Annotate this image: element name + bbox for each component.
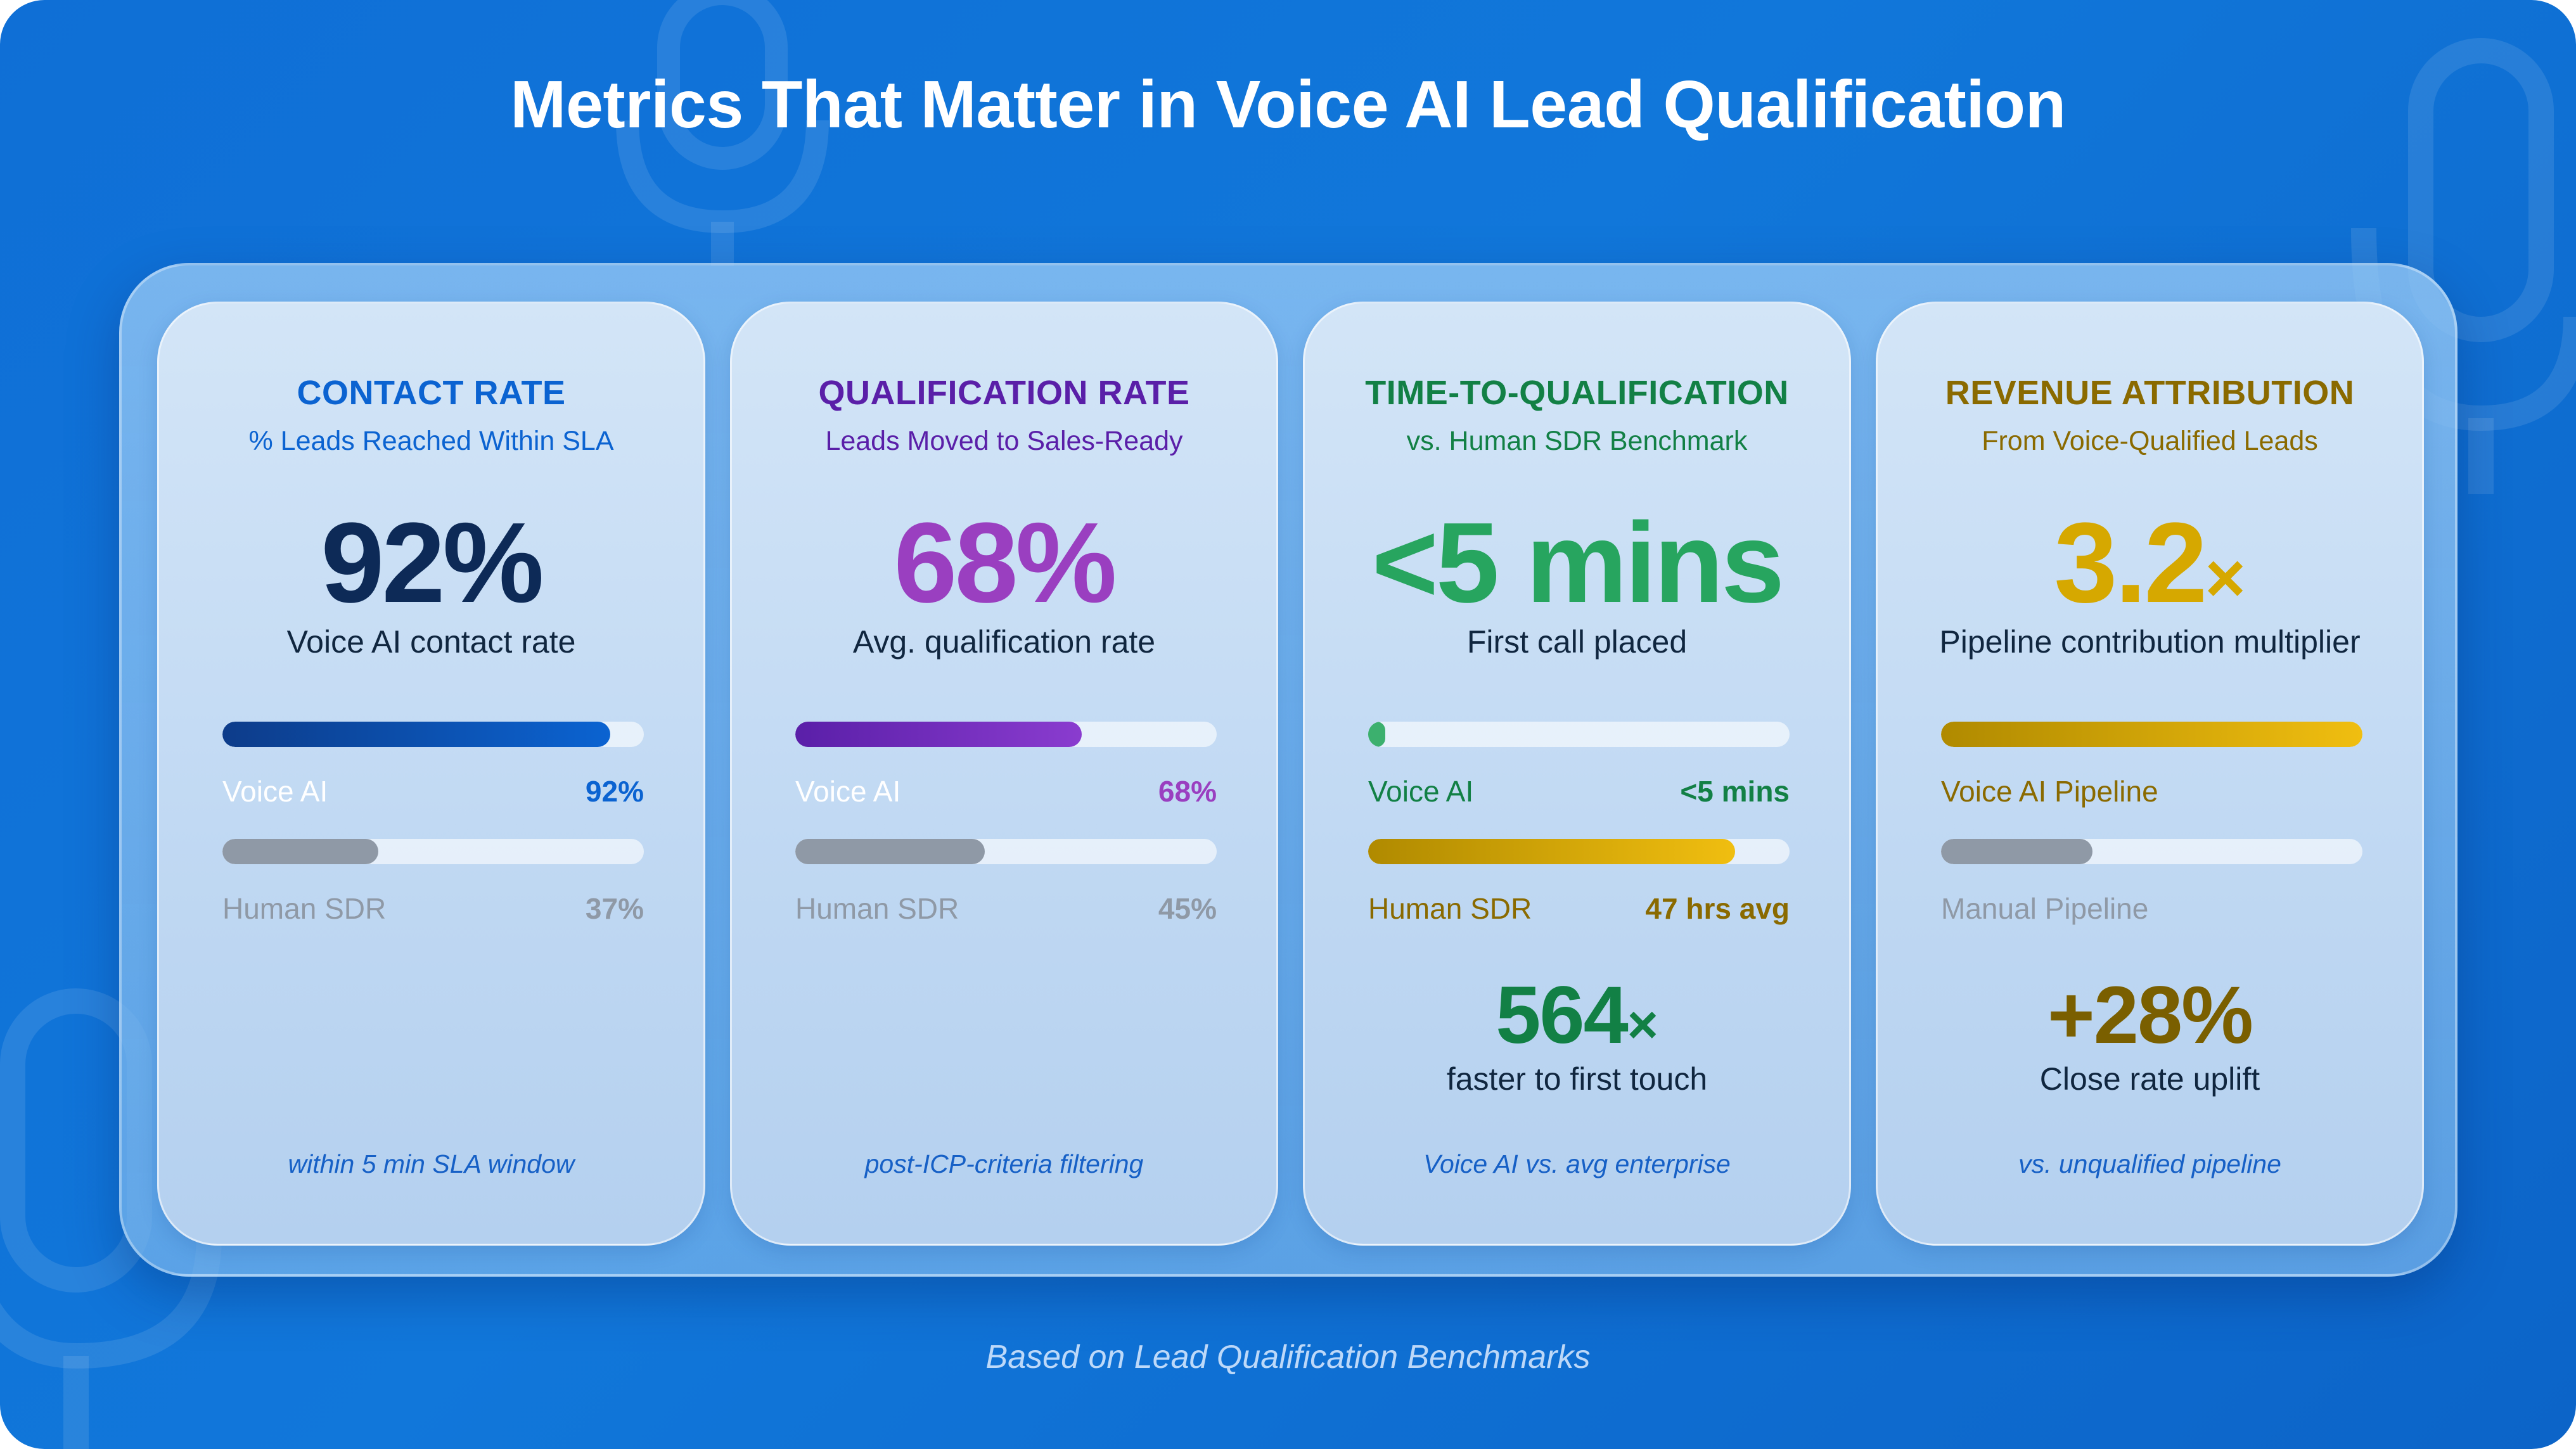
manual-pipeline-row: Manual Pipeline (1941, 890, 2362, 928)
human-sdr-row: Human SDR 37% (222, 890, 644, 928)
page-title: Metrics That Matter in Voice AI Lead Qua… (510, 67, 2066, 142)
speedup-value: 564× (1305, 975, 1849, 1056)
card-subtitle: vs. Human SDR Benchmark (1406, 426, 1748, 456)
multiplier-symbol: × (2205, 539, 2246, 617)
progress-fill (1368, 839, 1735, 864)
bar-value: 92% (585, 775, 644, 808)
bar-label: Voice AI (222, 775, 328, 808)
human-sdr-row: Human SDR 47 hrs avg (1368, 890, 1790, 928)
card-time-to-qualification: TIME-TO-QUALIFICATION vs. Human SDR Benc… (1303, 302, 1851, 1246)
bar-value: 47 hrs avg (1645, 892, 1790, 925)
bar-label: Manual Pipeline (1941, 892, 2149, 925)
card-title: QUALIFICATION RATE (818, 374, 1190, 412)
uplift-caption: Close rate uplift (2039, 1061, 2260, 1097)
voice-ai-progress-bar (222, 722, 644, 747)
voice-ai-progress-bar (1368, 722, 1790, 747)
card-footnote: post-ICP-criteria filtering (864, 1149, 1144, 1178)
uplift-value: +28% (2047, 970, 2253, 1061)
bar-value: 68% (1158, 775, 1217, 808)
voice-ai-progress-bar (795, 722, 1217, 747)
multiplier-symbol: × (1627, 995, 1658, 1054)
headline-caption: First call placed (1466, 624, 1688, 660)
source-note: Based on Lead Qualification Benchmarks (985, 1339, 1591, 1376)
card-title: TIME-TO-QUALIFICATION (1365, 374, 1789, 412)
headline-caption: Avg. qualification rate (852, 624, 1156, 660)
card-footnote: Voice AI vs. avg enterprise (1423, 1149, 1731, 1178)
bar-label: Voice AI Pipeline (1941, 775, 2158, 808)
manual-pipeline-bar (1941, 839, 2362, 864)
human-sdr-progress-bar (1368, 839, 1790, 864)
card-revenue-attribution: REVENUE ATTRIBUTION From Voice-Qualified… (1876, 302, 2424, 1246)
bar-label: Voice AI (795, 775, 901, 808)
card-title: REVENUE ATTRIBUTION (1945, 374, 2355, 412)
headline-value: 68% (894, 499, 1117, 627)
progress-fill (795, 722, 1082, 747)
bar-label: Human SDR (1368, 892, 1532, 925)
progress-fill (222, 839, 379, 864)
headline-number: 3.2 (2054, 499, 2207, 627)
headline-value: 3.2× (1878, 506, 2422, 620)
voice-ai-pipeline-bar (1941, 722, 2362, 747)
microphone-decoration-icon (616, 0, 829, 266)
headline-caption: Pipeline contribution multiplier (1939, 624, 2361, 660)
headline-caption: Voice AI contact rate (286, 624, 576, 660)
progress-fill (1941, 722, 2362, 747)
card-contact-rate: CONTACT RATE % Leads Reached Within SLA … (157, 302, 705, 1246)
human-sdr-progress-bar (222, 839, 644, 864)
bar-value: 45% (1158, 892, 1217, 925)
card-title: CONTACT RATE (297, 374, 566, 412)
bar-label: Human SDR (222, 892, 387, 925)
voice-ai-row: Voice AI 92% (222, 772, 644, 810)
headline-value: 92% (321, 499, 544, 627)
headline-value: <5 mins (1371, 499, 1785, 627)
voice-ai-row: Voice AI <5 mins (1368, 772, 1790, 810)
card-footnote: vs. unqualified pipeline (2018, 1149, 2281, 1178)
bar-value: <5 mins (1680, 775, 1790, 808)
human-sdr-progress-bar (795, 839, 1217, 864)
bar-label: Voice AI (1368, 775, 1474, 808)
progress-fill (1941, 839, 2093, 864)
card-qualification-rate: QUALIFICATION RATE Leads Moved to Sales-… (730, 302, 1278, 1246)
human-sdr-row: Human SDR 45% (795, 890, 1217, 928)
progress-fill (1368, 722, 1385, 747)
progress-fill (222, 722, 610, 747)
bar-value: 37% (585, 892, 644, 925)
bar-label: Human SDR (795, 892, 959, 925)
card-footnote: within 5 min SLA window (288, 1149, 575, 1178)
speedup-number: 564 (1496, 970, 1629, 1061)
progress-fill (795, 839, 985, 864)
card-subtitle: Leads Moved to Sales-Ready (825, 426, 1183, 456)
card-subtitle: % Leads Reached Within SLA (248, 426, 614, 456)
speedup-caption: faster to first touch (1446, 1061, 1708, 1097)
voice-ai-row: Voice AI 68% (795, 772, 1217, 810)
voice-ai-pipeline-row: Voice AI Pipeline (1941, 772, 2362, 810)
card-subtitle: From Voice-Qualified Leads (1982, 426, 2318, 456)
metrics-panel: CONTACT RATE % Leads Reached Within SLA … (119, 263, 2457, 1277)
